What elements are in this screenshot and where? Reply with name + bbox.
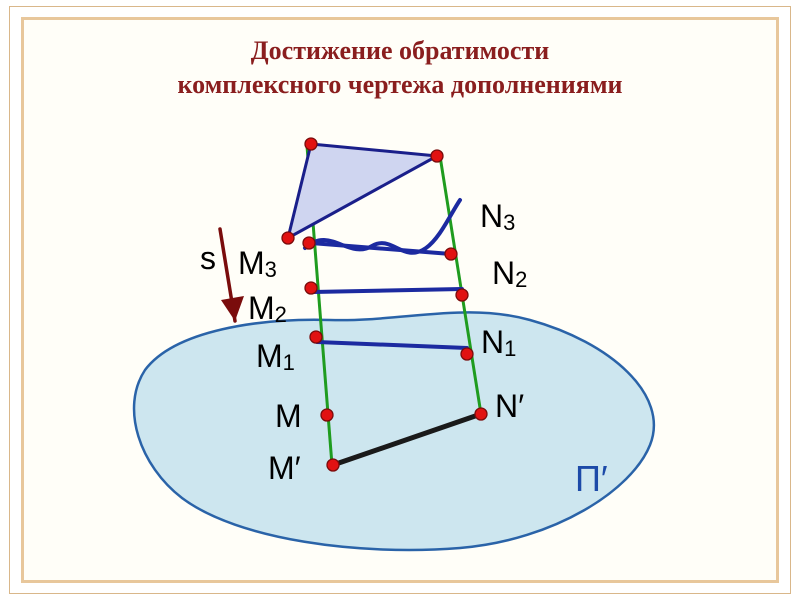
label-Pi: П′ xyxy=(575,458,608,500)
label-N2: N2 xyxy=(492,255,527,292)
label-S: s xyxy=(200,240,216,277)
diagram-svg xyxy=(0,0,800,600)
label-M: M xyxy=(275,398,302,435)
label-Mp: M′ xyxy=(268,450,301,487)
label-N3: N3 xyxy=(480,198,515,235)
direction-arrow-head xyxy=(221,296,244,321)
label-M3: M3 xyxy=(238,245,277,282)
label-N1: N1 xyxy=(481,324,516,361)
top-triangle xyxy=(288,144,437,238)
projection-plane xyxy=(134,312,654,550)
label-M2: M2 xyxy=(248,290,287,327)
label-M1: M1 xyxy=(256,338,295,375)
label-Np: N′ xyxy=(495,388,524,425)
